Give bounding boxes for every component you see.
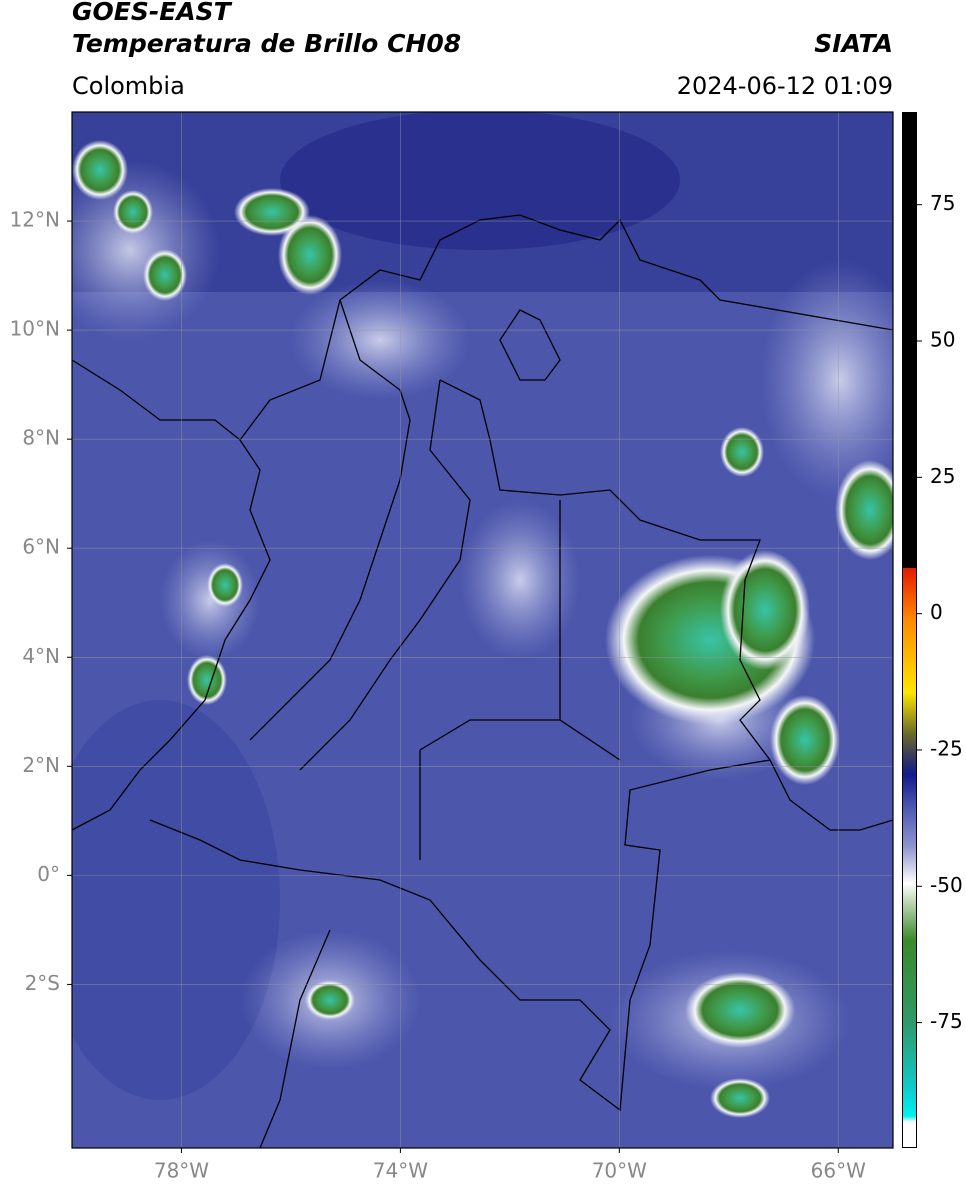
y-tick-label: 6°N: [22, 535, 60, 559]
colorbar-tick-label: 25: [930, 464, 955, 488]
colorbar: [902, 112, 917, 1148]
y-tick-label: 2°N: [22, 753, 60, 777]
region: Colombia: [72, 72, 185, 100]
title: GOES-EAST: [72, 0, 233, 26]
subtitle: Temperatura de Brillo CH08: [72, 29, 461, 58]
colorbar-tick-label: 0: [930, 600, 943, 624]
colorbar-tick-label: 75: [930, 191, 955, 215]
y-tick-label: 2°S: [25, 971, 60, 995]
y-tick-label: 8°N: [22, 426, 60, 450]
x-tick-label: 66°W: [811, 1159, 866, 1183]
x-tick-label: 78°W: [154, 1159, 209, 1183]
y-tick-label: 10°N: [10, 317, 60, 341]
y-tick-label: 4°N: [22, 644, 60, 668]
source: SIATA: [814, 29, 893, 58]
imagery: [72, 112, 893, 1148]
colorbar-tick-label: -50: [930, 873, 963, 897]
datetime: 2024-06-12 01:09: [677, 72, 893, 100]
grid: [72, 112, 893, 1148]
map-frame: [71, 111, 894, 1149]
borders: [72, 214, 893, 1148]
x-tick-label: 70°W: [592, 1159, 647, 1183]
y-tick-label: 0°: [37, 862, 60, 886]
colorbar-tick-label: -75: [930, 1009, 963, 1033]
colorbar-tick-label: -25: [930, 736, 963, 760]
y-tick-label: 12°N: [10, 208, 60, 232]
x-tick-label: 74°W: [373, 1159, 428, 1183]
colorbar-tick-label: 50: [930, 328, 955, 352]
